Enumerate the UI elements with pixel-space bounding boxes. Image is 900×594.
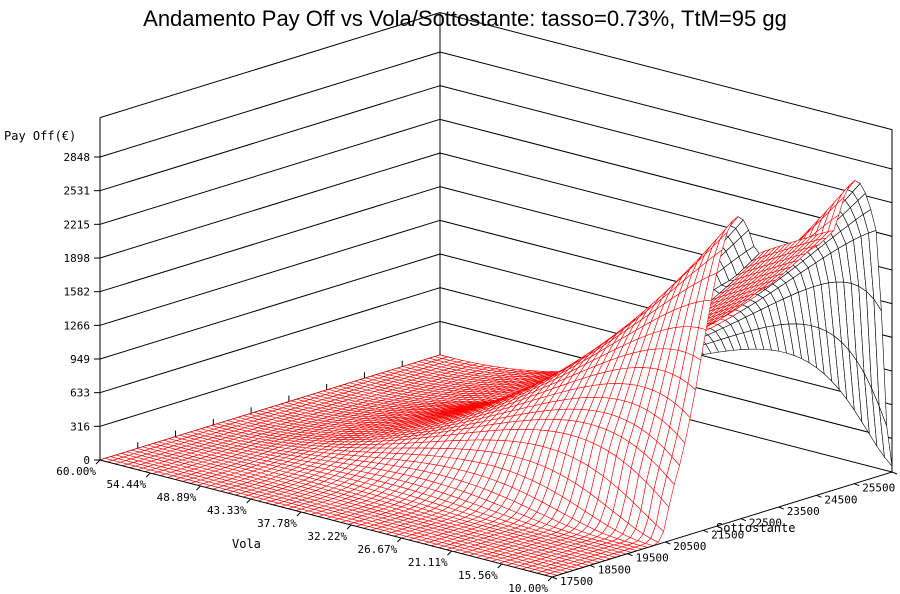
z-grid-line-left [99,118,441,225]
sottostante-tick-label: 19500 [636,552,669,565]
z-grid-line-right [439,118,893,237]
z-grid-line-left [99,219,441,326]
vola-tick-label: 37.78% [257,517,297,530]
z-tick-label: 2848 [64,151,91,164]
z-grid-line-left [99,186,441,293]
z-tick-label: 633 [70,387,90,400]
sottostante-tick-label: 22500 [749,517,782,530]
sottostante-tick-mark [702,529,709,533]
sottostante-tick-label: 17500 [560,575,593,588]
z-tick-label: 2215 [64,218,91,231]
vola-tick-label: 15.56% [458,569,498,582]
z-axis-label: Pay Off(€) [4,129,76,143]
vola-tick-label: 21.11% [408,556,448,569]
z-tick-label: 2531 [64,185,91,198]
vola-tick-mark [246,498,252,504]
sottostante-axis-line [551,471,893,578]
vola-tick-mark [95,459,101,465]
sottostante-tick-mark [778,506,784,510]
sottostante-tick-mark [551,576,558,580]
wall-top-right-edge [439,12,893,131]
sottostante-tick-label: 21500 [711,528,744,541]
vola-tick-label: 60.00% [56,465,96,478]
vola-tick-mark [296,511,302,517]
vola-tick-mark [145,472,151,478]
z-tick-label: 0 [83,454,90,467]
sottostante-tick-mark [740,518,747,522]
sottostante-tick-mark [665,541,671,545]
z-grid-line-right [439,51,893,170]
vola-tick-mark [447,550,452,556]
sottostante-tick-mark [589,564,595,568]
vola-tick-mark [196,485,201,491]
z-grid-line-left [99,85,441,192]
vola-tick-mark [396,537,402,543]
sottostante-tick-mark [627,553,633,557]
payoff-surface [99,180,893,578]
vola-axis-label: Vola [232,537,261,551]
chart-title: Andamento Pay Off vs Vola/Sottostante: t… [143,6,787,31]
z-grid-line-left [99,51,441,158]
sottostante-tick-mark [854,483,860,487]
z-grid-line-left [99,152,441,259]
z-grid-line-left [99,253,441,360]
vola-tick-label: 43.33% [207,504,247,517]
z-tick-label: 1266 [64,319,91,332]
vola-tick-mark [547,576,553,582]
sottostante-tick-label: 18500 [598,563,631,576]
z-tick-label: 1582 [64,286,91,299]
wall-top-left-edge [99,12,441,119]
z-grid-line-right [439,85,893,204]
vola-tick-label: 48.89% [157,491,197,504]
sottostante-tick-label: 25500 [862,482,895,495]
vola-tick-label: 10.00% [508,582,548,594]
vola-axis-line [99,459,553,578]
sottostante-axis-label: Sottostante [716,521,795,535]
z-grid-line-left [99,287,441,394]
vola-tick-mark [346,524,352,530]
z-grid-line-left [99,320,441,427]
sottostante-tick-label: 20500 [673,540,706,553]
sottostante-tick-label: 23500 [787,505,820,518]
z-tick-label: 316 [70,420,90,433]
sottostante-tick-label: 24500 [824,493,857,506]
vola-tick-label: 26.67% [358,543,398,556]
z-tick-label: 949 [70,353,90,366]
z-tick-label: 1898 [64,252,91,265]
sottostante-tick-mark [891,471,898,475]
axis-ticks: 0 316 633 949 1266 1582 1898 2215 2531 2848 60.00%… [56,151,898,594]
vola-tick-mark [497,563,503,569]
vola-tick-label: 32.22% [307,530,347,543]
sottostante-tick-mark [816,494,822,498]
vola-tick-label: 54.44% [106,478,146,491]
